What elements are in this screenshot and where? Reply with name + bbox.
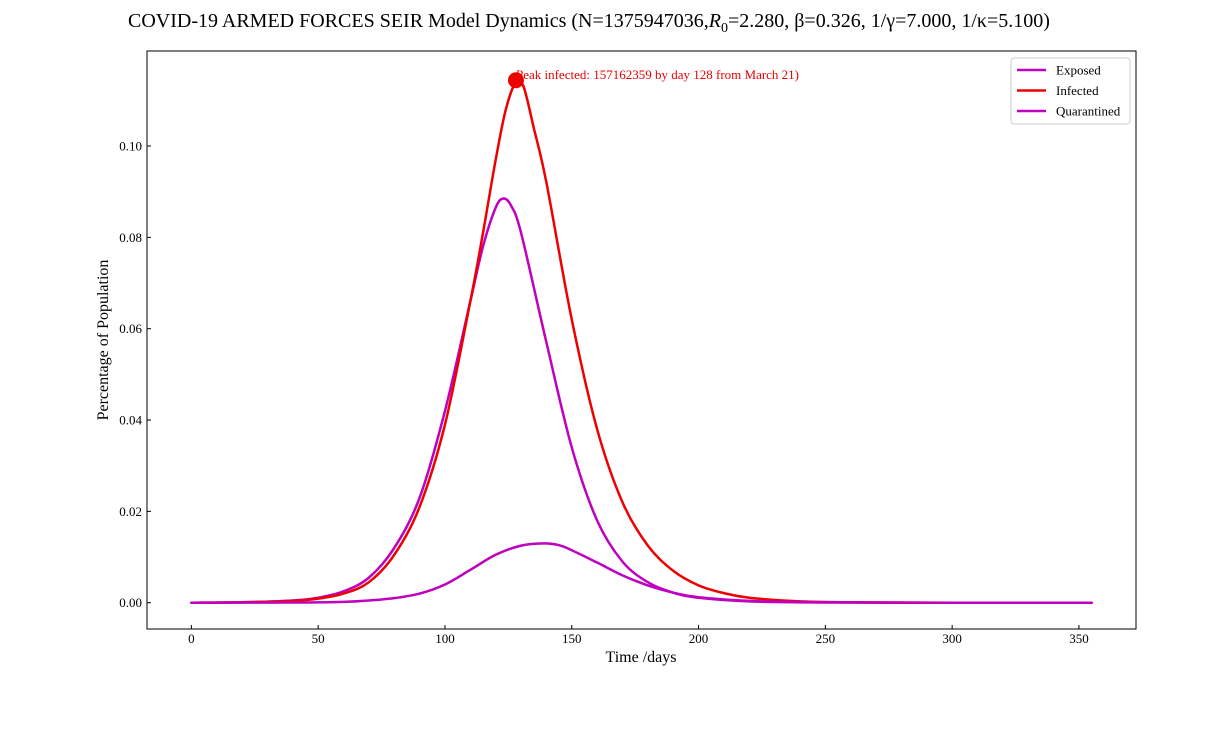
legend-label-infected: Infected	[1056, 83, 1099, 98]
chart-title: COVID-19 ARMED FORCES SEIR Model Dynamic…	[128, 10, 1050, 36]
legend: Exposed Infected Quarantined	[1010, 57, 1131, 125]
chart-title-r0: R	[708, 10, 721, 32]
peak-marker	[507, 72, 524, 89]
x-tick-label: 50	[312, 631, 325, 646]
y-tick-label: 0.04	[119, 413, 142, 428]
x-tick-label: 300	[942, 631, 962, 646]
y-tick-label: 0.00	[119, 595, 142, 610]
x-tick-label: 200	[689, 631, 709, 646]
chart-title-main: COVID-19 ARMED FORCES SEIR Model Dynamic…	[128, 10, 709, 32]
x-tick-label: 150	[562, 631, 582, 646]
legend-label-quarantined: Quarantined	[1056, 104, 1121, 119]
y-tick-label: 0.08	[119, 230, 142, 245]
chart-title-params: =2.280, β=0.326, 1/γ=7.000, 1/κ=5.100)	[728, 10, 1050, 32]
y-tick-label: 0.10	[119, 139, 142, 154]
x-tick-label: 350	[1069, 631, 1089, 646]
y-tick-label: 0.02	[119, 504, 142, 519]
x-axis-label: Time /days	[606, 649, 677, 666]
legend-box	[1010, 57, 1131, 125]
series-line-infected	[190, 78, 1093, 605]
peak-label: Peak infected: 157162359 by day 128 from…	[516, 67, 799, 82]
series-line-quarantined	[190, 542, 1093, 605]
legend-label-exposed: Exposed	[1056, 63, 1101, 78]
y-axis-label: Percentage of Population	[95, 260, 112, 421]
y-axis: 0.00 0.02 0.04 0.06 0.08 0.10	[119, 139, 151, 610]
x-tick-label: 250	[816, 631, 836, 646]
x-tick-label: 0	[188, 631, 195, 646]
plot-area-frame	[146, 50, 1137, 630]
y-tick-label: 0.06	[119, 321, 142, 336]
series-layer	[190, 78, 1093, 605]
chart-title-r0-sub: 0	[721, 21, 728, 36]
x-axis: 0 50 100 150 200 250 300 350	[188, 625, 1089, 646]
peak-annotation: Peak infected: 157162359 by day 128 from…	[507, 67, 799, 89]
x-tick-label: 100	[435, 631, 455, 646]
series-line-exposed	[190, 197, 1093, 605]
